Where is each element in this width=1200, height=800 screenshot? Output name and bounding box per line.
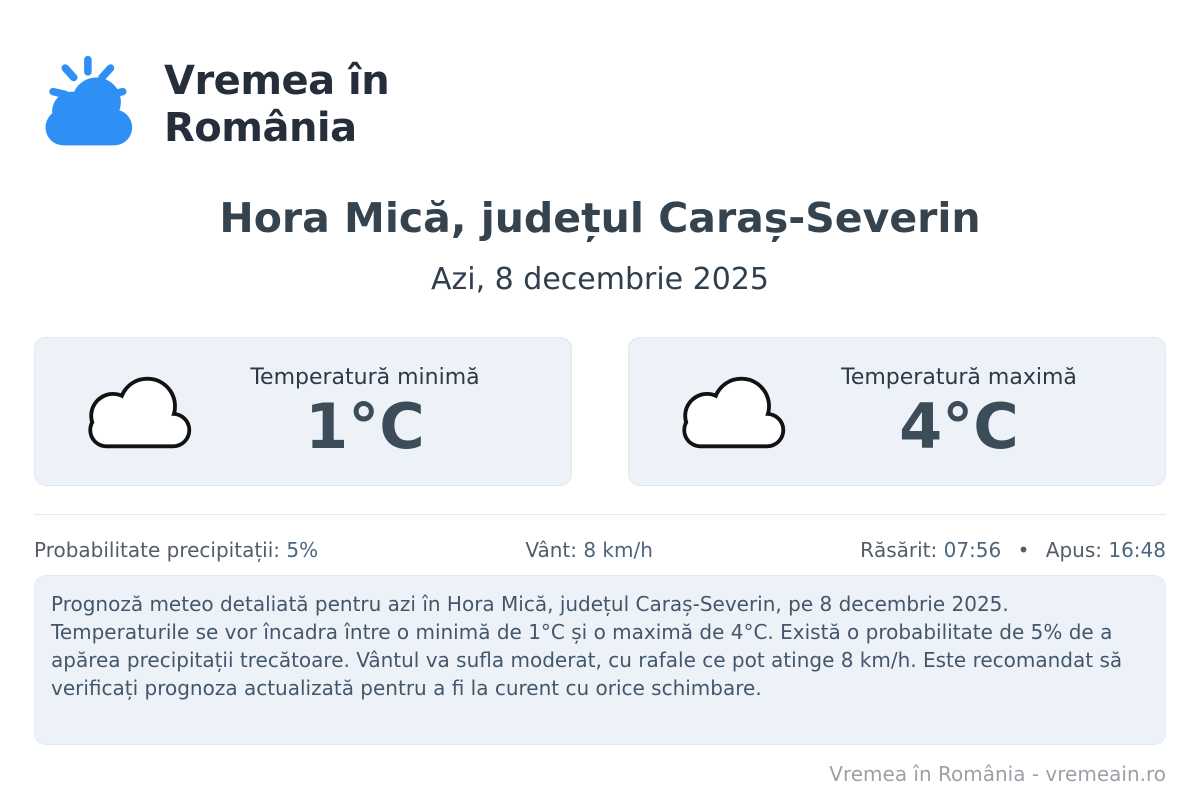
stats-row: Probabilitate precipitații: 5% Vânt: 8 k… bbox=[34, 536, 1166, 564]
wind-stat: Vânt: 8 km/h bbox=[525, 536, 653, 564]
page-subtitle: Azi, 8 decembrie 2025 bbox=[430, 262, 770, 297]
forecast-text: Prognoză meteo detaliată pentru azi în H… bbox=[51, 592, 1123, 700]
precipitation-label: Probabilitate precipitații: bbox=[34, 538, 281, 562]
precipitation-value: 5% bbox=[286, 538, 319, 562]
forecast-box: Prognoză meteo detaliată pentru azi în H… bbox=[34, 575, 1166, 745]
sunset-label: Apus: bbox=[1045, 538, 1102, 562]
wind-value: 8 km/h bbox=[583, 538, 653, 562]
page-title: Hora Mică, județul Caraș-Severin bbox=[219, 194, 981, 242]
min-temperature-block: Temperatură minimă 1°C bbox=[223, 364, 507, 460]
min-temperature-label: Temperatură minimă bbox=[250, 364, 480, 390]
sunrise-label: Răsărit: bbox=[860, 538, 938, 562]
sun-stat: Răsărit: 07:56 • Apus: 16:48 bbox=[860, 536, 1166, 564]
divider bbox=[34, 514, 1166, 515]
logo-text: Vremea în România bbox=[164, 53, 390, 152]
max-temperature-card: Temperatură maximă 4°C bbox=[628, 337, 1166, 486]
logo-line-1: Vremea în bbox=[164, 58, 390, 104]
max-temperature-label: Temperatură maximă bbox=[841, 364, 1077, 390]
max-temperature-block: Temperatură maximă 4°C bbox=[817, 364, 1101, 460]
min-temperature-card: Temperatură minimă 1°C bbox=[34, 337, 572, 486]
sun-cloud-icon bbox=[45, 55, 133, 146]
cloud-icon bbox=[88, 376, 192, 448]
logo-line-2: România bbox=[164, 105, 357, 151]
sunset-value: 16:48 bbox=[1108, 538, 1166, 562]
sunrise-value: 07:56 bbox=[943, 538, 1002, 562]
cloud-icon bbox=[682, 376, 786, 448]
min-temperature-value: 1°C bbox=[305, 389, 425, 463]
footer: Vremea în România - vremeain.ro bbox=[34, 761, 1166, 787]
precipitation-stat: Probabilitate precipitații: 5% bbox=[34, 536, 318, 564]
logo: Vremea în România bbox=[34, 0, 1166, 152]
footer-credit: Vremea în România - vremeain.ro bbox=[829, 762, 1166, 786]
temperature-cards: Temperatură minimă 1°C Temperatură maxim… bbox=[34, 337, 1166, 486]
max-temperature-value: 4°C bbox=[899, 389, 1019, 463]
wind-label: Vânt: bbox=[525, 538, 577, 562]
bullet-separator: • bbox=[1017, 538, 1030, 562]
